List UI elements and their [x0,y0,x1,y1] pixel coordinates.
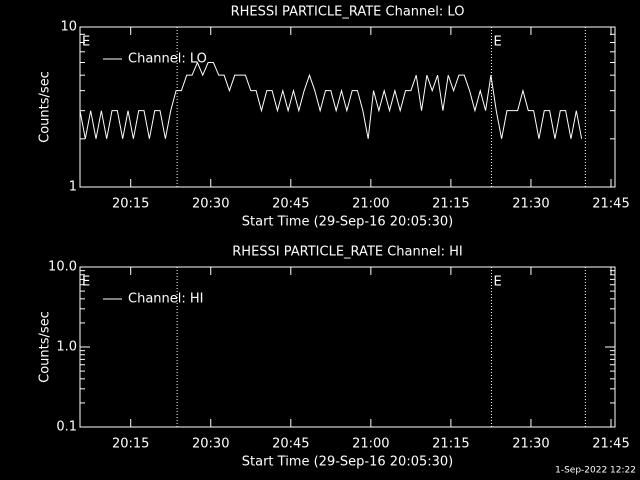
footer: 1-Sep-2022 12:22 [555,466,636,476]
y-tick-label: 10.0 [48,260,77,275]
x-tick-label: 20:30 [192,437,229,452]
y-axis-label: Counts/sec [38,311,53,383]
x-tick-label: 20:45 [272,197,309,212]
x-tick-label: 21:00 [352,437,389,452]
y-tick-label: 1 [69,180,77,195]
y-tick-label: 10 [60,20,77,35]
x-tick-label: 21:00 [352,197,389,212]
x-axis-label: Start Time (29-Sep-16 20:05:30) [242,215,453,230]
x-tick-label: 20:15 [112,197,149,212]
legend-label: Channel: HI [128,292,204,307]
x-tick-label: 21:30 [512,437,549,452]
chart-title: RHESSI PARTICLE_RATE Channel: HI [232,245,462,260]
x-tick-label: 20:15 [112,437,149,452]
x-tick-label: 21:15 [432,437,469,452]
x-tick-label: 20:30 [192,197,229,212]
x-tick-label: 20:45 [272,437,309,452]
chart-title: RHESSI PARTICLE_RATE Channel: LO [231,5,465,20]
y-tick-label: 1.0 [56,340,77,355]
y-tick-label: 0.1 [56,420,77,435]
x-tick-label: 21:45 [592,197,629,212]
x-tick-label: 21:15 [432,197,469,212]
annotation: E [493,35,501,50]
plot-frame [79,26,616,188]
annotation: E [493,275,501,290]
y-axis-label: Counts/sec [38,71,53,143]
x-tick-label: 21:45 [592,437,629,452]
x-tick-label: 21:30 [512,197,549,212]
legend-label: Channel: LO [128,52,207,67]
annotation: E [82,275,90,290]
data-line [79,61,583,139]
x-axis-label: Start Time (29-Sep-16 20:05:30) [242,455,453,470]
annotation: E [82,35,90,50]
